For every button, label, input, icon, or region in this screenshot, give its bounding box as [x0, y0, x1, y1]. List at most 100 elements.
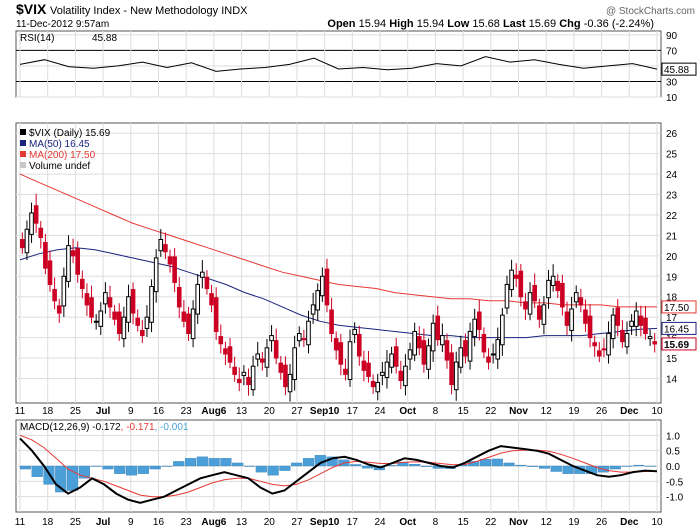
candle-body	[218, 336, 224, 345]
candle-body	[103, 292, 108, 305]
candle-body	[481, 334, 487, 353]
candle-body	[223, 348, 228, 355]
candle-body	[638, 315, 644, 326]
price-tick-label: 19	[666, 272, 678, 283]
candle-body	[560, 282, 565, 308]
candle-body	[278, 362, 284, 373]
candle-body	[421, 340, 427, 365]
price-frame	[15, 122, 662, 404]
date-tick-label: 11	[15, 517, 26, 528]
candle-body	[287, 373, 293, 393]
macd-hist-bar	[562, 465, 574, 474]
rsi-value-tag-text: 45.88	[664, 65, 689, 76]
candle-body	[578, 297, 584, 306]
date-tick-label: 13	[236, 517, 248, 528]
candle-body	[158, 238, 164, 252]
candle-body	[375, 382, 381, 393]
date-tick-label: 24	[374, 406, 386, 417]
macd-hist-bar	[267, 465, 279, 476]
rsi-tick-label: 10	[666, 93, 678, 104]
date-tick-label: 10	[651, 517, 663, 528]
symbol-title: $VIX	[16, 1, 47, 17]
candles	[20, 193, 657, 402]
macd-hist-bar	[19, 465, 31, 470]
candle-body	[583, 309, 588, 324]
date-tick-label: 22	[485, 517, 497, 528]
ma200-line	[19, 173, 657, 308]
date-tick-label: Aug6	[201, 406, 226, 417]
date-tick-label: 11	[15, 406, 26, 417]
macd-hist-bar	[609, 465, 621, 470]
macd-hist-bar	[31, 465, 43, 477]
candle-body	[500, 314, 505, 346]
macd-hist-bar	[350, 464, 362, 467]
date-tick-label: 15	[458, 517, 470, 528]
date-tick-label: Oct	[399, 517, 416, 528]
candle-body	[310, 304, 316, 315]
date-tick-label: 9	[128, 517, 134, 528]
candle-body	[366, 362, 371, 377]
candle-body	[24, 228, 30, 254]
candle-body	[620, 329, 625, 343]
legend-entry: $VIX (Daily) 15.69	[29, 128, 111, 139]
macd-hist-bar	[621, 465, 633, 467]
candle-body	[430, 322, 436, 352]
price-panel: 14151617181920212223242526 17.5016.4515.…	[15, 122, 697, 404]
candle-body	[527, 292, 533, 315]
macd-hist-bar	[645, 465, 657, 467]
macd-hist-bar	[503, 462, 515, 467]
candle-body	[176, 287, 182, 308]
candle-body	[306, 320, 311, 346]
price-tag	[661, 321, 697, 335]
macd-tick-label: 0.0	[666, 462, 680, 473]
candle-body	[643, 317, 648, 335]
macd-hist-bar	[491, 458, 503, 467]
price-tick-label: 17	[666, 313, 678, 324]
candle-body	[213, 297, 219, 332]
candle-body	[163, 244, 168, 253]
candle-body	[121, 316, 127, 340]
date-tick-label: 16	[153, 517, 165, 528]
candle-body	[518, 270, 524, 298]
candle-body	[458, 347, 464, 368]
timestamp: 11-Dec-2012 9:57am	[16, 19, 109, 30]
rsi-grid	[16, 31, 661, 98]
macd-hist-bar	[196, 456, 208, 467]
candle-body	[144, 316, 150, 329]
date-tick-label: 12	[541, 406, 553, 417]
macd-hist-bar	[633, 464, 645, 467]
candle-body	[610, 314, 616, 340]
price-tick-label: 25	[666, 150, 678, 161]
candle-body	[412, 330, 417, 356]
candle-body	[153, 257, 159, 293]
date-tick-label: 9	[128, 406, 134, 417]
macd-legend: MACD(12,26,9) -0.172, -0.171, -0.001	[20, 422, 189, 433]
candle-body	[186, 313, 191, 335]
macd-hist-bar	[220, 458, 232, 467]
macd-hist-bar	[515, 464, 527, 467]
candle-body	[61, 275, 67, 307]
macd-tick-label: -1.0	[666, 493, 684, 504]
candle-body	[52, 289, 57, 302]
date-tick-label: 18	[42, 406, 54, 417]
candle-body	[38, 227, 44, 238]
candle-body	[435, 315, 441, 341]
candle-body	[246, 376, 251, 386]
candle-body	[241, 371, 247, 376]
candle-body	[550, 275, 556, 286]
candle-body	[490, 353, 496, 356]
rsi-value-tag	[661, 62, 697, 76]
macd-hist-bar	[149, 465, 161, 470]
candle-body	[467, 330, 473, 362]
macd-hist-bar	[361, 465, 374, 469]
candle-body	[536, 305, 542, 320]
candle-body	[403, 365, 408, 387]
date-tick-label: 17	[347, 517, 359, 528]
candle-body	[352, 328, 357, 336]
macd-hist-bar	[409, 464, 421, 467]
date-tick-label: Jul	[96, 517, 111, 528]
date-tick-label: Nov	[509, 406, 528, 417]
macd-hist-bar	[527, 465, 539, 467]
candle-body	[389, 353, 394, 368]
